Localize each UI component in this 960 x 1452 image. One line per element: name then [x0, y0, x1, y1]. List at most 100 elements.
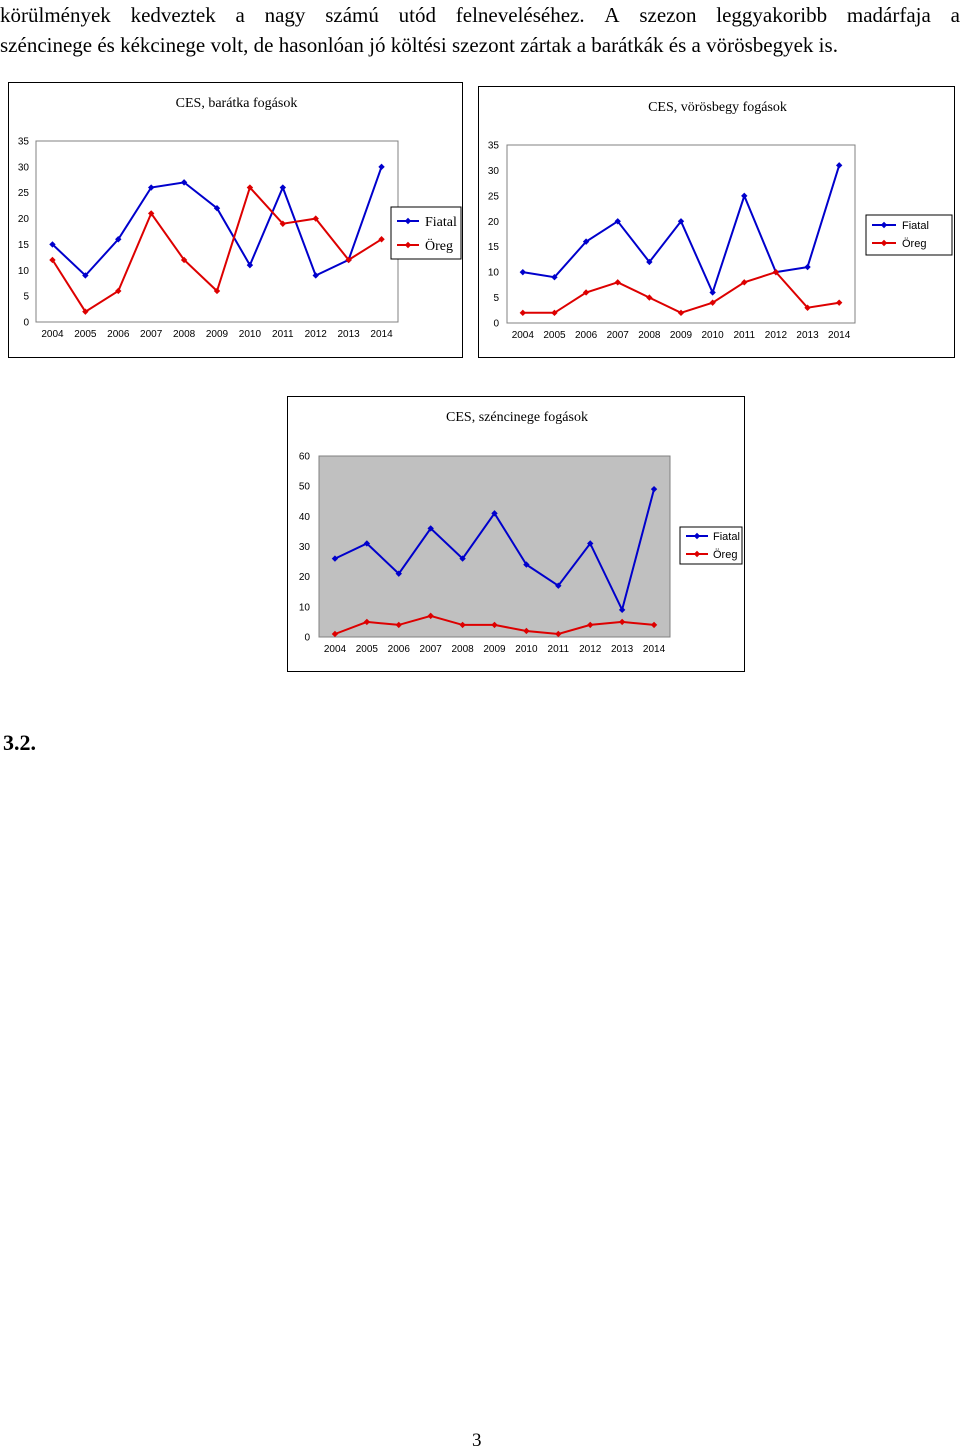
- y-tick-label: 0: [23, 318, 29, 329]
- data-point-fiatal: [378, 163, 385, 171]
- chart-szencinege-svg: CES, széncinege fogások 0 10 20 30 40 50 60 2004…: [299, 410, 743, 655]
- data-point-fiatal: [677, 218, 685, 225]
- x-tick-label: 2007: [140, 329, 163, 340]
- y-tick-label: 50: [299, 482, 311, 493]
- chart-vorosbegy-svg: CES, vörösbegy fogások 0 5 10 15 20 25 30 35 2004…: [488, 100, 953, 341]
- chart-baratka-svg: CES, barátka fogások 0 5 10 15 20 25 30 35 2004 20…: [18, 96, 462, 340]
- legend-marker-oreg: [880, 239, 888, 247]
- legend-marker-fiatal: [404, 217, 412, 225]
- data-point-fiatal: [709, 289, 716, 296]
- y-tick-label: 20: [488, 217, 500, 228]
- x-tick-label: 2012: [579, 644, 602, 655]
- chart-title: CES, vörösbegy fogások: [648, 100, 787, 115]
- y-tick-label: 10: [488, 268, 500, 279]
- y-tick-label: 35: [18, 137, 30, 148]
- intro-word: felneveléséhez.: [455, 3, 585, 27]
- y-tick-label: 0: [304, 633, 310, 644]
- x-tick-label: 2006: [388, 644, 411, 655]
- x-tick-label: 2011: [734, 330, 756, 341]
- legend-label-oreg: Öreg: [902, 238, 926, 250]
- data-point-oreg: [213, 287, 221, 295]
- legend-marker-fiatal: [693, 532, 701, 540]
- legend-box: [865, 214, 953, 256]
- data-point-fiatal: [555, 582, 562, 589]
- data-point-fiatal: [213, 205, 221, 212]
- y-tick-label: 10: [299, 602, 311, 613]
- data-point-oreg: [345, 256, 352, 264]
- chart-baratka: CES, barátka fogások 0 5 10 15 20 25 30 35 2004 20…: [8, 82, 463, 358]
- intro-word: körülmények: [0, 3, 111, 27]
- data-point-oreg: [677, 309, 685, 317]
- data-point-fiatal: [587, 540, 594, 547]
- section-heading: 3.2.: [3, 730, 36, 755]
- data-point-oreg: [279, 220, 287, 227]
- page-number: 3: [472, 1430, 482, 1451]
- y-tick-label: 30: [299, 542, 311, 553]
- legend-marker-oreg: [693, 550, 701, 558]
- data-point-oreg: [523, 627, 530, 635]
- y-tick-label: 35: [488, 141, 500, 152]
- data-point-oreg: [312, 215, 319, 222]
- x-tick-label: 2011: [272, 329, 294, 340]
- intro-paragraph: körülmények kedveztek a nagy számú utód …: [0, 0, 960, 60]
- y-tick-label: 30: [18, 162, 30, 173]
- x-tick-label: 2013: [338, 329, 361, 340]
- x-tick-label: 2014: [643, 644, 666, 655]
- data-point-oreg: [82, 308, 89, 315]
- intro-word: a: [950, 3, 960, 27]
- x-tick-label: 2013: [796, 330, 819, 341]
- x-tick-label: 2004: [324, 644, 347, 655]
- y-tick-label: 40: [299, 512, 311, 523]
- legend-label-fiatal: Fiatal: [902, 220, 929, 232]
- x-tick-label: 2014: [370, 329, 393, 340]
- x-tick-label: 2012: [765, 330, 788, 341]
- data-point-oreg: [147, 210, 155, 217]
- x-tick-label: 2004: [512, 330, 535, 341]
- x-tick-label: 2013: [611, 644, 634, 655]
- intro-word: nagy: [264, 3, 306, 27]
- data-point-oreg: [180, 256, 188, 264]
- data-point-oreg: [491, 621, 498, 629]
- x-tick-label: 2007: [420, 644, 443, 655]
- chart-vorosbegy: CES, vörösbegy fogások 0 5 10 15 20 25 30 35 2004…: [478, 86, 955, 358]
- data-point-oreg: [378, 236, 385, 243]
- data-point-fiatal: [180, 179, 188, 186]
- legend-box: [390, 206, 462, 260]
- x-tick-label: 2008: [173, 329, 196, 340]
- data-point-fiatal: [618, 606, 626, 614]
- intro-word: a: [235, 3, 245, 27]
- chart-title: CES, széncinege fogások: [446, 410, 588, 425]
- y-tick-label: 0: [493, 319, 499, 330]
- intro-word: madárfaja: [846, 3, 931, 27]
- y-tick-label: 10: [18, 266, 30, 277]
- legend-label-oreg: Öreg: [425, 237, 453, 254]
- data-point-oreg: [115, 287, 122, 295]
- x-tick-label: 2005: [74, 329, 97, 340]
- x-tick-label: 2007: [607, 330, 630, 341]
- x-tick-label: 2010: [702, 330, 725, 341]
- chart-title: CES, barátka fogások: [176, 96, 298, 111]
- data-point-oreg: [741, 279, 748, 286]
- y-tick-label: 15: [488, 242, 500, 253]
- y-tick-label: 5: [23, 292, 29, 303]
- intro-word: kedveztek: [130, 3, 216, 27]
- plot-area: [35, 140, 399, 323]
- intro-word: A: [604, 3, 620, 27]
- legend-label-oreg: Öreg: [713, 549, 737, 561]
- y-tick-label: 25: [488, 191, 500, 202]
- x-tick-label: 2006: [575, 330, 598, 341]
- y-tick-label: 20: [299, 572, 311, 583]
- legend-marker-fiatal: [880, 221, 888, 229]
- intro-word: utód: [398, 3, 436, 27]
- y-tick-label: 60: [299, 452, 311, 463]
- x-tick-label: 2008: [451, 644, 474, 655]
- x-tick-label: 2014: [828, 330, 851, 341]
- data-point-oreg: [49, 256, 56, 264]
- x-tick-label: 2010: [239, 329, 262, 340]
- y-tick-label: 30: [488, 166, 500, 177]
- data-point-fiatal: [115, 236, 122, 243]
- data-point-fiatal: [147, 184, 155, 191]
- data-point-oreg: [555, 630, 562, 638]
- data-point-fiatal: [491, 510, 498, 517]
- x-tick-label: 2011: [548, 644, 570, 655]
